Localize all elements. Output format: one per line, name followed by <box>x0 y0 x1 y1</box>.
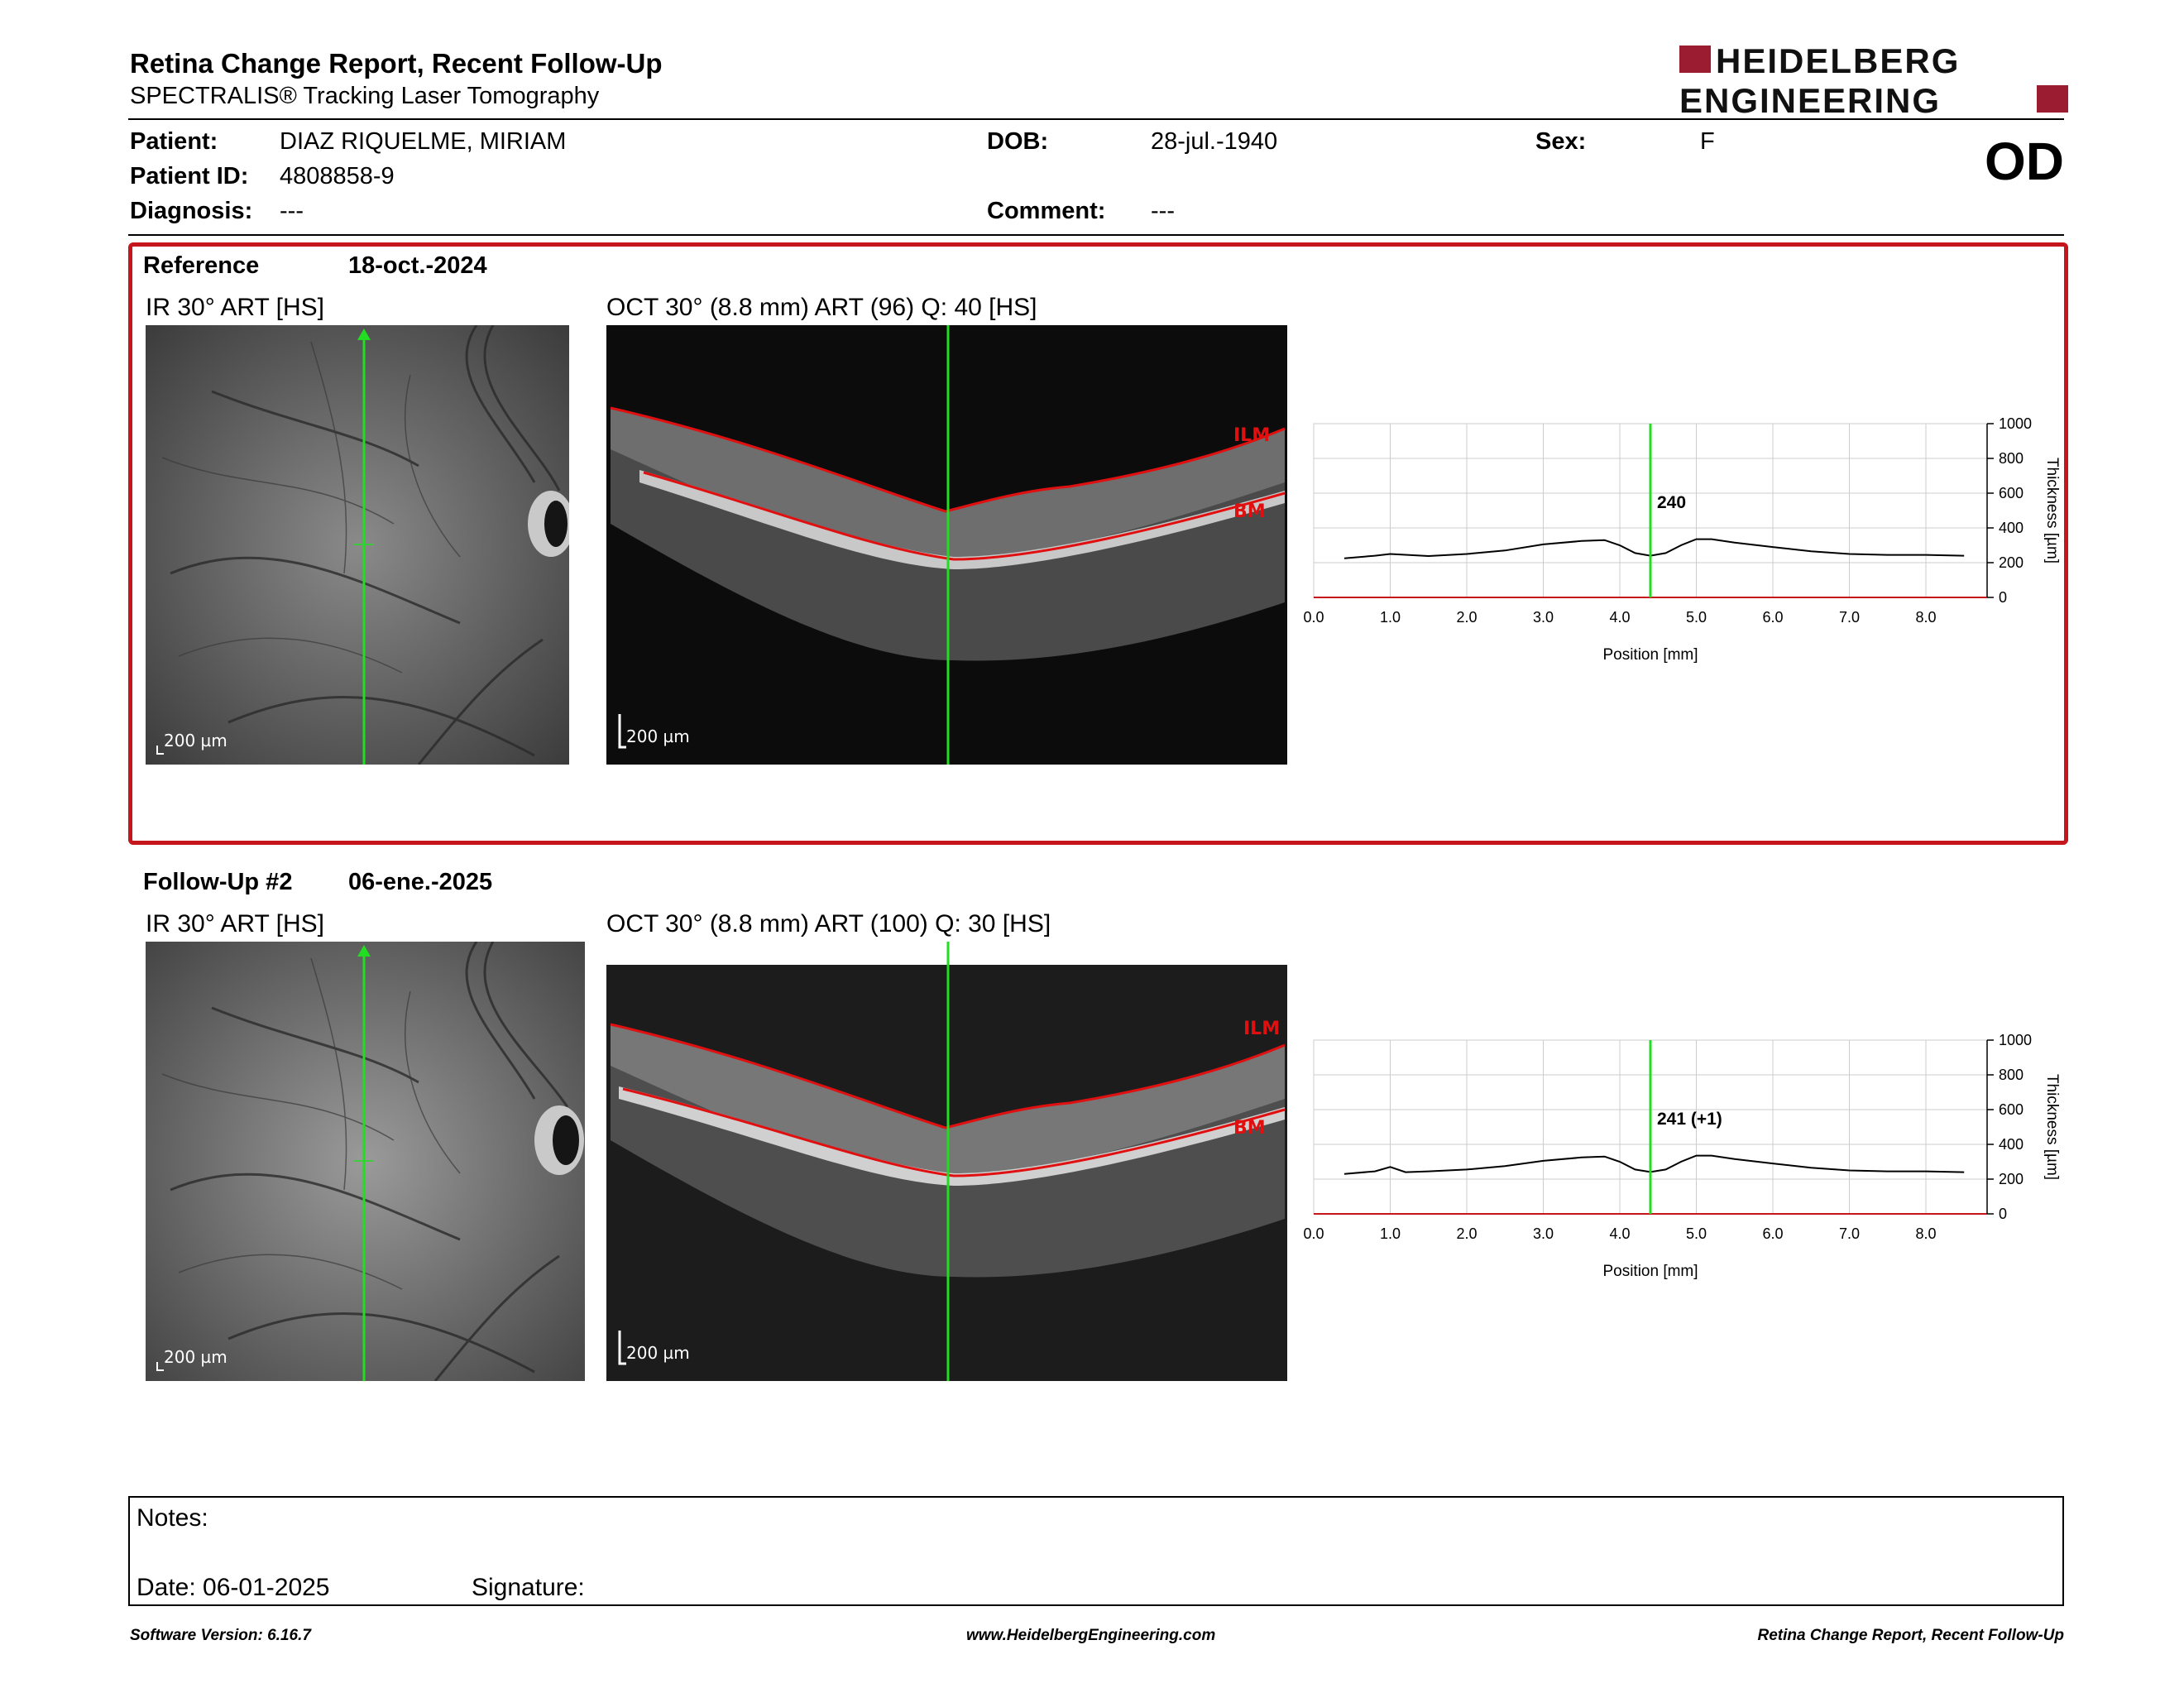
y-axis-label: Thickness [µm] <box>2043 1074 2061 1180</box>
reference-label: Reference <box>143 252 260 279</box>
dob-value: 28-jul.-1940 <box>1151 128 1278 155</box>
x-tick-label: 3.0 <box>1533 609 1554 626</box>
eye-indicator: OD <box>1985 132 2064 191</box>
followup-oct-scale: 200 µm <box>626 1343 690 1363</box>
reference-thickness-chart: 0 200 400 600 800 1000 0.0 1.0 2.0 3.0 4.0 5.0 6.0 7.… <box>1299 414 2076 679</box>
x-axis-label: Position [mm] <box>1602 1263 1698 1280</box>
followup-ilm-label: ILM <box>1243 1019 1280 1039</box>
y-tick-label: 1000 <box>1999 415 2032 432</box>
x-tick-label: 0.0 <box>1303 609 1324 626</box>
followup-date: 06-ene.-2025 <box>348 869 493 895</box>
x-tick-label: 7.0 <box>1839 1225 1860 1242</box>
followup-thickness-chart: 0 200 400 600 800 1000 0.0 1.0 2.0 3.0 4.0 5.0 6.0 7.… <box>1299 1030 2076 1295</box>
thickness-series-line <box>1343 1154 1965 1175</box>
marker-value-label: 240 <box>1657 493 1686 512</box>
notes-box[interactable]: Notes: Date: 06-01-2025 Signature: <box>128 1496 2064 1606</box>
reference-ir-image: 200 µm <box>146 325 585 765</box>
diagnosis-value: --- <box>280 198 304 224</box>
patient-divider <box>128 234 2064 236</box>
y-tick-label: 1000 <box>1999 1032 2032 1048</box>
y-tick-label: 0 <box>1999 1206 2007 1222</box>
patient-name: DIAZ RIQUELME, MIRIAM <box>280 128 567 155</box>
patient-id: 4808858-9 <box>280 163 395 189</box>
x-tick-label: 8.0 <box>1915 609 1936 626</box>
heidelberg-logo: HEIDELBERG ENGINEERING <box>1679 41 2068 120</box>
report-subtitle: SPECTRALIS® Tracking Laser Tomography <box>130 83 600 109</box>
y-tick-label: 0 <box>1999 589 2007 606</box>
y-tick-label: 200 <box>1999 1171 2024 1187</box>
y-tick-label: 400 <box>1999 520 2024 536</box>
y-tick-label: 600 <box>1999 1101 2024 1118</box>
sex-value: F <box>1700 128 1715 155</box>
x-tick-label: 2.0 <box>1456 1225 1477 1242</box>
x-tick-label: 1.0 <box>1380 1225 1401 1242</box>
logo-line1: HEIDELBERG <box>1716 43 1960 80</box>
patient-label: Patient: <box>130 128 218 155</box>
followup-oct-caption: OCT 30° (8.8 mm) ART (100) Q: 30 [HS] <box>606 910 1051 938</box>
reference-ir-scale: 200 µm <box>164 731 228 750</box>
date-label: Date: 06-01-2025 <box>136 1574 330 1601</box>
footer-website-link[interactable]: www.HeidelbergEngineering.com <box>966 1627 1216 1644</box>
x-tick-label: 4.0 <box>1609 1225 1630 1242</box>
footer-report-name: Retina Change Report, Recent Follow-Up <box>1757 1627 2064 1644</box>
followup-bm-label: BM <box>1233 1118 1266 1139</box>
reference-oct-caption: OCT 30° (8.8 mm) ART (96) Q: 40 [HS] <box>606 294 1037 321</box>
x-tick-label: 4.0 <box>1609 609 1630 626</box>
header-divider <box>128 118 2064 120</box>
y-tick-label: 800 <box>1999 1067 2024 1083</box>
followup-label: Follow-Up #2 <box>143 869 293 895</box>
x-axis-label: Position [mm] <box>1602 646 1698 664</box>
report-title: Retina Change Report, Recent Follow-Up <box>130 48 663 79</box>
comment-label: Comment: <box>987 198 1106 224</box>
y-tick-label: 800 <box>1999 450 2024 467</box>
comment-value: --- <box>1151 198 1175 224</box>
followup-ir-scale: 200 µm <box>164 1347 228 1367</box>
followup-ir-caption: IR 30° ART [HS] <box>146 910 324 938</box>
x-tick-label: 7.0 <box>1839 609 1860 626</box>
x-tick-label: 6.0 <box>1762 609 1783 626</box>
x-tick-label: 1.0 <box>1380 609 1401 626</box>
x-tick-label: 0.0 <box>1303 1225 1324 1242</box>
notes-label: Notes: <box>136 1504 208 1532</box>
signature-label: Signature: <box>472 1574 585 1601</box>
diagnosis-label: Diagnosis: <box>130 198 253 224</box>
x-tick-label: 6.0 <box>1762 1225 1783 1242</box>
followup-ir-image: 200 µm <box>146 942 585 1381</box>
reference-date: 18-oct.-2024 <box>348 252 487 279</box>
reference-oct-scale: 200 µm <box>626 727 690 746</box>
x-tick-label: 3.0 <box>1533 1225 1554 1242</box>
footer-software-version: Software Version: 6.16.7 <box>130 1627 311 1644</box>
x-tick-label: 2.0 <box>1456 609 1477 626</box>
logo-line2: ENGINEERING <box>1679 81 1941 117</box>
x-tick-label: 5.0 <box>1686 609 1707 626</box>
x-tick-label: 5.0 <box>1686 1225 1707 1242</box>
reference-ilm-label: ILM <box>1233 425 1270 446</box>
y-tick-label: 400 <box>1999 1136 2024 1153</box>
reference-bm-label: BM <box>1233 501 1266 522</box>
y-axis-label: Thickness [µm] <box>2043 458 2061 563</box>
reference-oct-image: ILM BM 200 µm <box>606 325 1287 765</box>
patient-id-label: Patient ID: <box>130 163 249 189</box>
sex-label: Sex: <box>1535 128 1587 155</box>
dob-label: DOB: <box>987 128 1049 155</box>
y-tick-label: 200 <box>1999 554 2024 571</box>
followup-oct-image: ILM BM 200 µm <box>606 942 1287 1381</box>
x-tick-label: 8.0 <box>1915 1225 1936 1242</box>
marker-value-label: 241 (+1) <box>1657 1110 1722 1129</box>
reference-section <box>128 242 2068 845</box>
y-tick-label: 600 <box>1999 485 2024 501</box>
reference-ir-caption: IR 30° ART [HS] <box>146 294 324 321</box>
